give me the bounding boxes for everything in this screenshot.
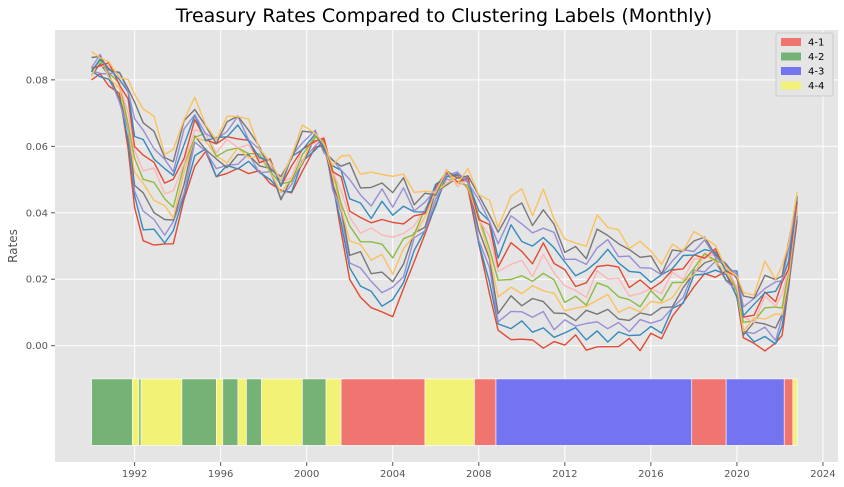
x-axis-ticks: 1992 1996 2000 2004 2008 2012 2016 2020 2024: [122, 462, 836, 480]
y-tick-label: 0.08: [26, 75, 48, 86]
cluster-band-4-4: [132, 378, 140, 446]
legend: 4-1 4-2 4-3 4-4: [775, 32, 834, 97]
y-tick-label: 0.06: [26, 142, 48, 153]
rate-series-line: [91, 63, 798, 336]
cluster-band-4-2: [302, 378, 327, 446]
y-tick-label: 0.04: [26, 208, 48, 219]
x-tick-label: 1996: [208, 469, 233, 480]
legend-label-4-2: 4-2: [808, 52, 824, 63]
legend-swatch-4-4: [781, 81, 801, 90]
cluster-band-4-4: [237, 378, 247, 446]
legend-swatch-4-3: [781, 67, 801, 75]
grid-lines: [55, 30, 838, 462]
series-lines: [90, 51, 798, 352]
x-tick-label: 2024: [810, 469, 835, 480]
cluster-band-4-2: [138, 378, 142, 446]
y-tick-label: 0.02: [26, 275, 48, 286]
x-tick-label: 2004: [380, 469, 405, 480]
cluster-band-4-4: [325, 378, 342, 446]
legend-label-4-3: 4-3: [808, 67, 824, 78]
cluster-band-4-2: [246, 378, 262, 446]
y-axis-ticks: 0.00 0.02 0.04 0.06 0.08: [26, 75, 55, 352]
x-tick-label: 2012: [552, 469, 577, 480]
cluster-band-4-4: [140, 378, 183, 446]
legend-label-4-1: 4-1: [808, 38, 824, 49]
cluster-band-4-2: [222, 378, 239, 446]
x-tick-label: 2016: [638, 469, 663, 480]
cluster-band-4-1: [474, 378, 497, 446]
cluster-band-4-4: [216, 378, 224, 446]
legend-swatch-4-2: [781, 52, 801, 61]
rate-series-line: [90, 57, 798, 332]
cluster-band-4-2: [91, 378, 133, 446]
cluster-band-4-2: [181, 378, 217, 446]
cluster-band-4-4: [424, 378, 475, 446]
cluster-band-4-3: [725, 378, 785, 446]
x-tick-label: 1992: [122, 469, 147, 480]
y-tick-label: 0.00: [26, 341, 48, 352]
x-tick-label: 2008: [466, 469, 491, 480]
cluster-band-4-1: [340, 378, 426, 446]
rate-series-line: [91, 51, 798, 296]
cluster-band-4-1: [691, 378, 727, 446]
rate-series-line: [91, 60, 798, 323]
x-tick-label: 2000: [294, 469, 319, 480]
legend-swatch-4-1: [781, 38, 801, 46]
cluster-band-4-3: [495, 378, 693, 446]
chart-title: Treasury Rates Compared to Clustering La…: [175, 5, 712, 27]
cluster-band-4-4: [261, 378, 303, 446]
cluster-band-4-4: [792, 378, 798, 446]
cluster-bands: [91, 378, 798, 446]
legend-frame: [775, 32, 834, 97]
legend-label-4-4: 4-4: [808, 81, 824, 92]
cluster-band-4-1: [783, 378, 794, 446]
y-axis-label: Rates: [6, 229, 20, 263]
x-tick-label: 2020: [724, 469, 749, 480]
